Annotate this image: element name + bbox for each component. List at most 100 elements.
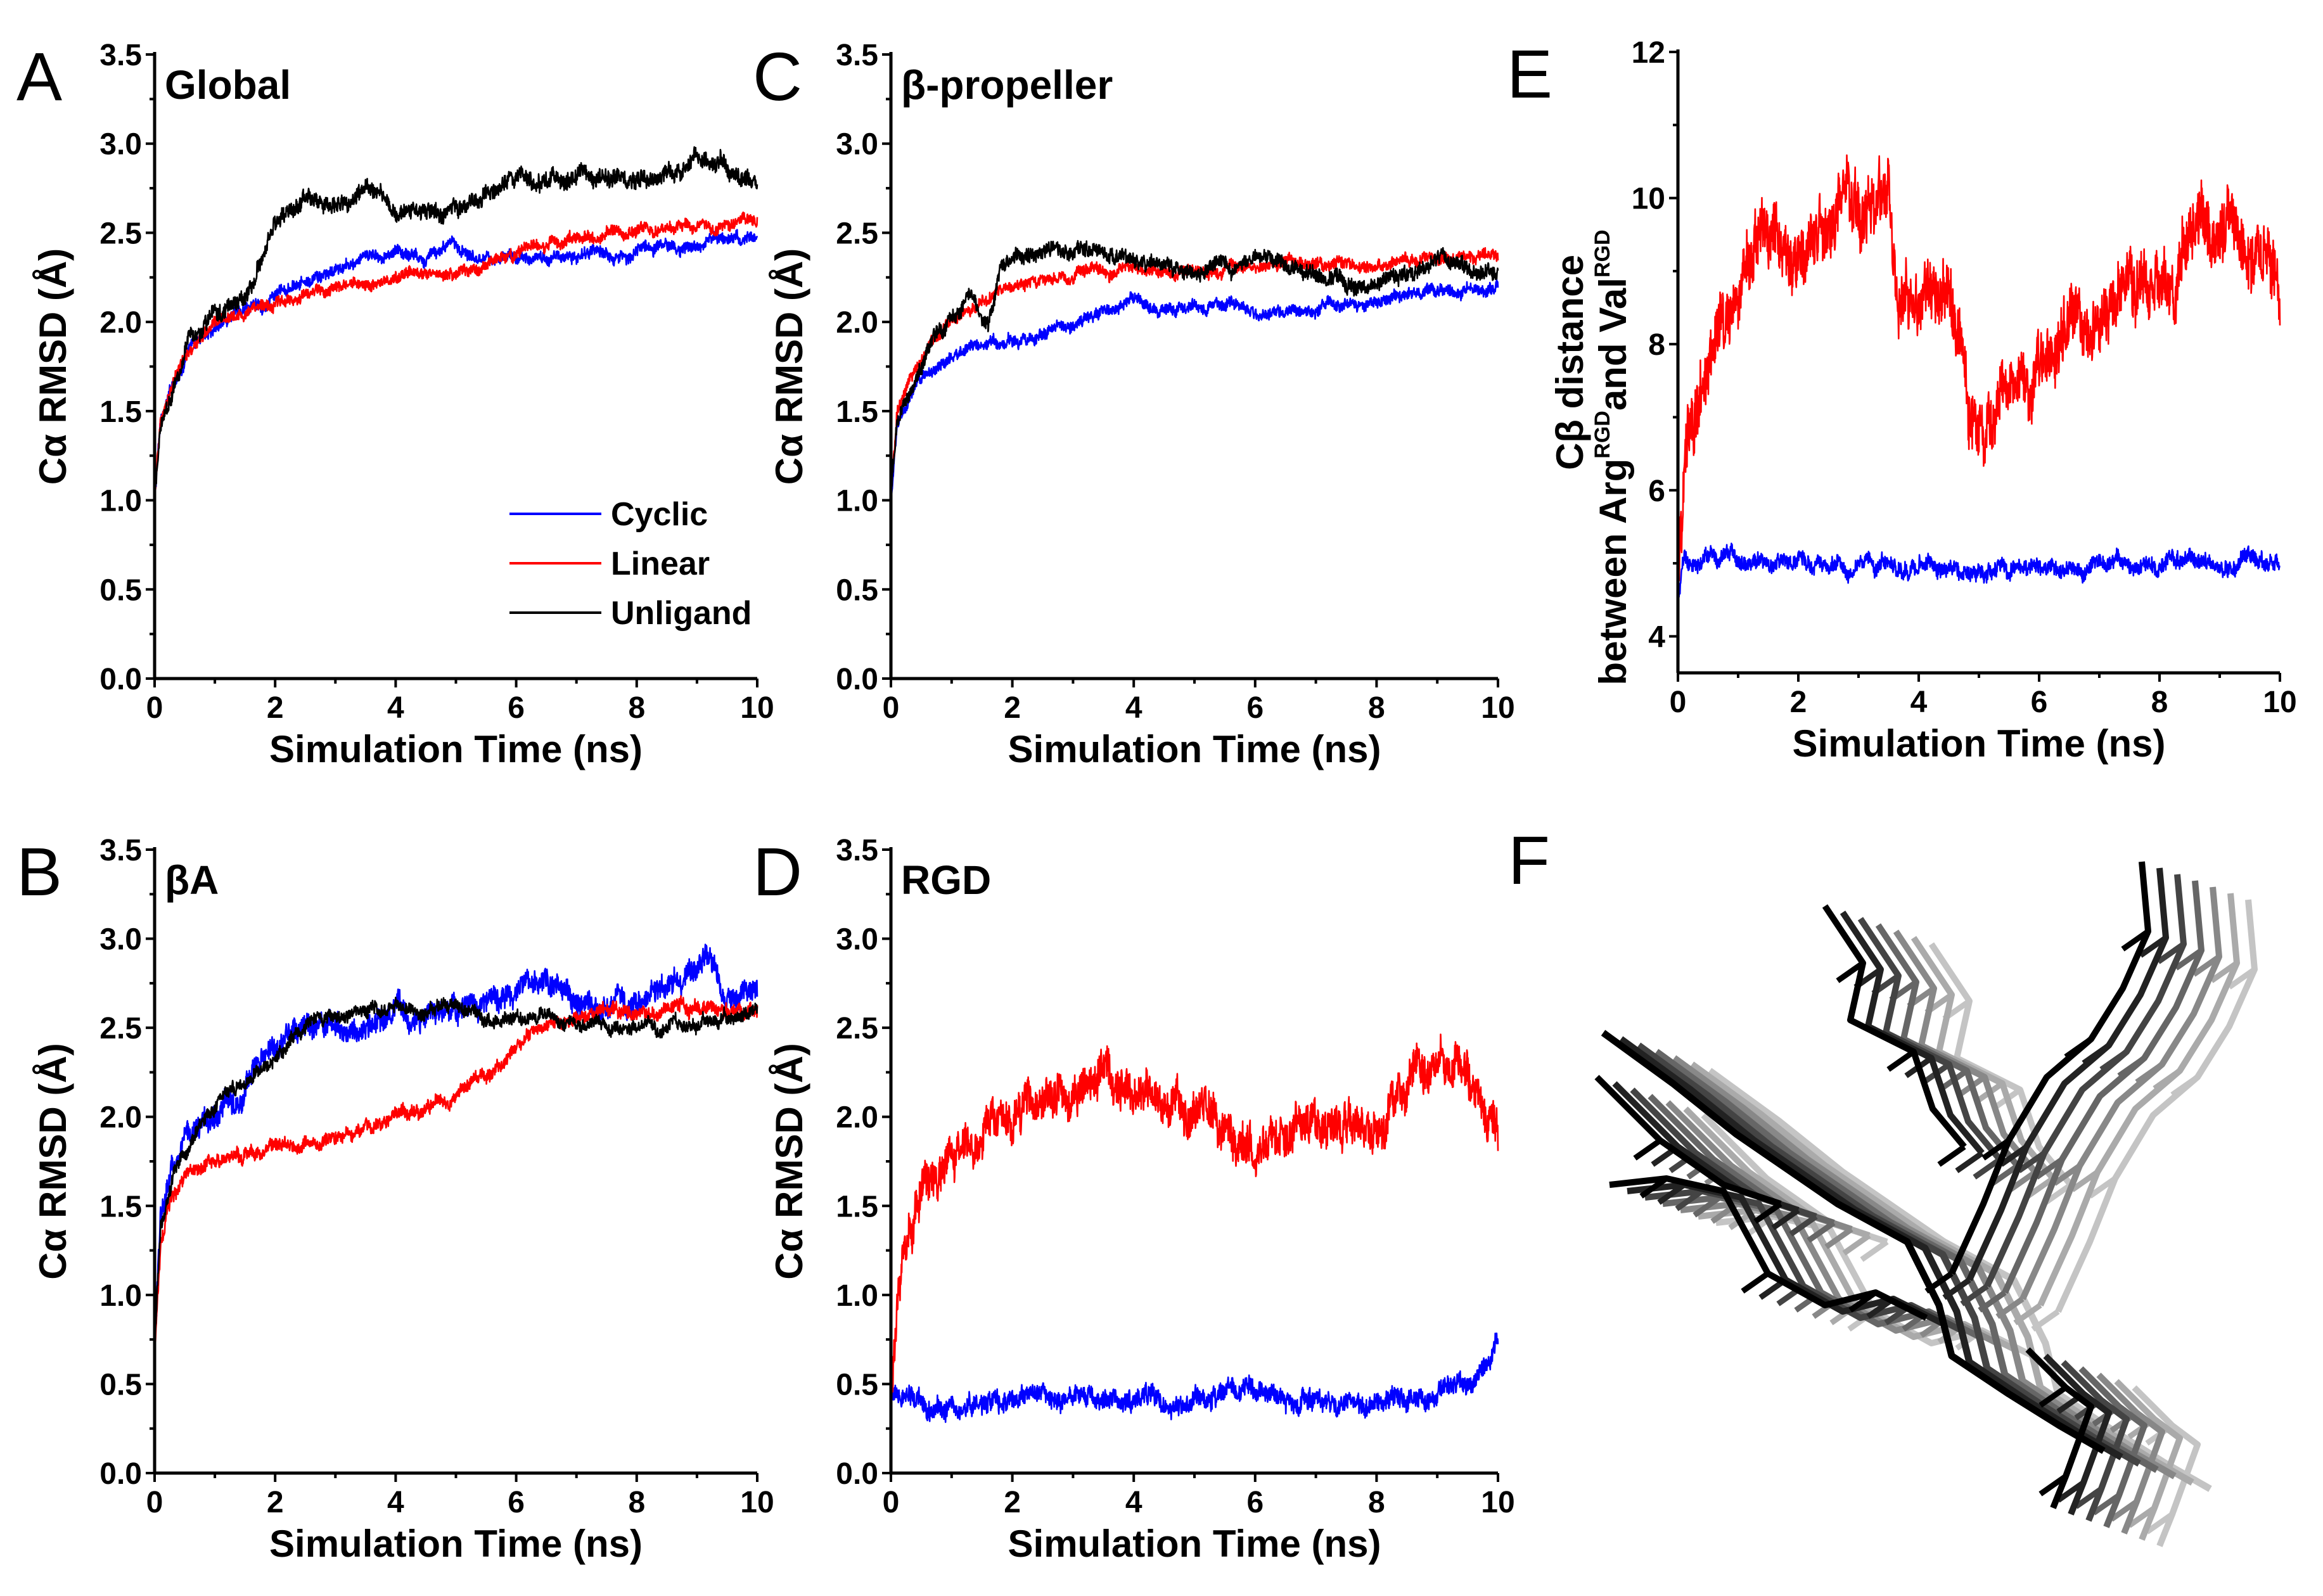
structure-bond	[1955, 1151, 1984, 1173]
structure-bond	[2026, 1176, 2055, 1199]
x-axis-label: Simulation Time (ns)	[269, 1523, 643, 1565]
y-tick-label: 8	[1648, 328, 1665, 362]
x-tick-label: 4	[387, 1486, 404, 1519]
y-tick-label: 2.5	[836, 217, 878, 250]
panel-a: 0.0 0.5 1.0 1.5 2.0 2.5 3.0 3.5 0 2 4 6 8 10 Simulatio…	[16, 38, 774, 770]
structure-bond	[1981, 1138, 2011, 1161]
structure-bond	[1657, 1182, 1686, 1205]
y-tick-label: 1.0	[836, 485, 878, 518]
series-line-unligand	[153, 997, 758, 1349]
x-tick-label: 10	[2263, 686, 2296, 719]
y-axis-label-sub: between ArgRGDand ValRGD	[1590, 229, 1634, 685]
y-axis-label: Cα RMSD (Å)	[32, 1043, 74, 1280]
y-tick-label: 0.0	[836, 1457, 878, 1491]
structure-bond	[1860, 1239, 1889, 1262]
structure-sidechain	[2055, 899, 2258, 1313]
structure-bond	[1741, 1271, 1770, 1294]
structure-bond	[2145, 1512, 2174, 1535]
structure-bond	[2038, 1385, 2068, 1408]
x-tick-label: 8	[628, 691, 645, 725]
structure-bond	[1771, 1208, 1800, 1230]
structure-bond	[2192, 954, 2221, 977]
y-tick-label: 1.0	[836, 1279, 878, 1313]
structure-sidechain	[1949, 861, 2151, 1275]
structure-sidechain	[2096, 1372, 2165, 1535]
y-tick-label: 2.0	[836, 306, 878, 340]
y-tick-label: 6	[1648, 475, 1665, 508]
y-tick-label: 3.0	[99, 923, 142, 957]
series-line-linear	[890, 1033, 1499, 1410]
structure-bond	[2099, 1049, 2128, 1072]
y-tick-label: 0.0	[836, 663, 878, 696]
structure-bond	[2109, 1499, 2139, 1522]
series-line-cyclic	[153, 229, 758, 495]
structure-bond	[2127, 1505, 2156, 1528]
y-tick-label: 3.5	[99, 39, 142, 72]
y-tick-label: 1.5	[836, 395, 878, 429]
structure-bond	[1693, 1195, 1722, 1218]
structure-backbone	[1601, 1030, 2106, 1454]
structure-bond	[2153, 1068, 2182, 1091]
y-axis-label: Cα RMSD (Å)	[768, 248, 810, 485]
x-tick-label: 4	[387, 691, 404, 725]
panel-d: 0.0 0.5 1.0 1.5 2.0 2.5 3.0 3.5 0 2 4 6 8 10 Simulatio…	[753, 833, 1515, 1565]
series-line-cyclic	[890, 1332, 1499, 1423]
series-line-linear	[153, 211, 758, 497]
y-tick-label: 0.5	[99, 1368, 142, 1401]
x-tick-label: 0	[146, 1486, 163, 1519]
panel-title: RGD	[901, 857, 991, 903]
y-tick-label: 10	[1632, 182, 1665, 216]
structure-sidechain	[1984, 874, 2187, 1288]
panel-c: 0.0 0.5 1.0 1.5 2.0 2.5 3.0 3.5 0 2 4 6 8 10 Simulatio…	[753, 38, 1515, 770]
y-tick-label: 2.0	[99, 306, 142, 340]
y-tick-label: 3.0	[836, 923, 878, 957]
legend-label-cyclic: Cyclic	[611, 496, 708, 533]
x-tick-label: 8	[2151, 686, 2168, 719]
structure-bond	[1973, 1157, 2002, 1180]
structure-bond	[1978, 1290, 2007, 1313]
y-tick-label: 2.5	[99, 1012, 142, 1045]
structure-bond	[2035, 1157, 2064, 1180]
structure-sidechain	[2019, 886, 2222, 1301]
x-axis-label: Simulation Time (ns)	[1008, 1523, 1381, 1565]
y-tick-label: 0.5	[836, 573, 878, 607]
structure-bond	[1842, 1233, 1871, 1256]
structure-bond	[2074, 1486, 2103, 1509]
x-tick-label: 6	[508, 1486, 525, 1519]
x-tick-label: 2	[1790, 686, 1807, 719]
panel-letter: F	[1508, 822, 1550, 898]
panel-b: 0.0 0.5 1.0 1.5 2.0 2.5 3.0 3.5 0 2 4 6 8 10 Simulatio…	[16, 833, 774, 1565]
y-tick-label: 4	[1648, 620, 1665, 654]
structure-bond	[2174, 948, 2203, 971]
structure-sidechain	[2114, 1379, 2183, 1541]
y-tick-label: 1.5	[99, 395, 142, 429]
structure-bond	[1639, 1176, 1668, 1199]
structure-sidechain	[2078, 1366, 2147, 1528]
structure-bond	[2170, 1075, 2199, 1097]
structure-bond	[2121, 929, 2150, 952]
structure-bond	[2044, 1182, 2073, 1205]
structure-bond	[1836, 961, 1865, 983]
x-tick-label: 6	[2031, 686, 2048, 719]
structure-bond	[2092, 1493, 2121, 1516]
legend-label-linear: Linear	[611, 546, 710, 582]
x-tick-label: 6	[1246, 1486, 1264, 1519]
y-tick-label: 1.5	[99, 1190, 142, 1223]
y-tick-label: 0.5	[836, 1368, 878, 1401]
panel-title: β-propeller	[901, 62, 1113, 108]
x-tick-label: 10	[740, 1486, 774, 1519]
y-tick-label: 1.0	[99, 485, 142, 518]
y-tick-label: 1.5	[836, 1190, 878, 1223]
series-line-cyclic	[890, 278, 1499, 499]
structure-bond	[2008, 1170, 2037, 1192]
panel-letter: C	[753, 38, 802, 115]
structure-bond	[2070, 1170, 2099, 1192]
y-tick-label: 0.0	[99, 1457, 142, 1491]
panel-title: βA	[165, 857, 219, 903]
x-axis-label: Simulation Time (ns)	[1793, 722, 2166, 765]
x-tick-label: 4	[1910, 686, 1928, 719]
structure-bond	[1789, 1214, 1818, 1237]
y-tick-label: 3.0	[836, 128, 878, 162]
x-tick-label: 10	[1481, 1486, 1514, 1519]
x-tick-label: 0	[1670, 686, 1687, 719]
